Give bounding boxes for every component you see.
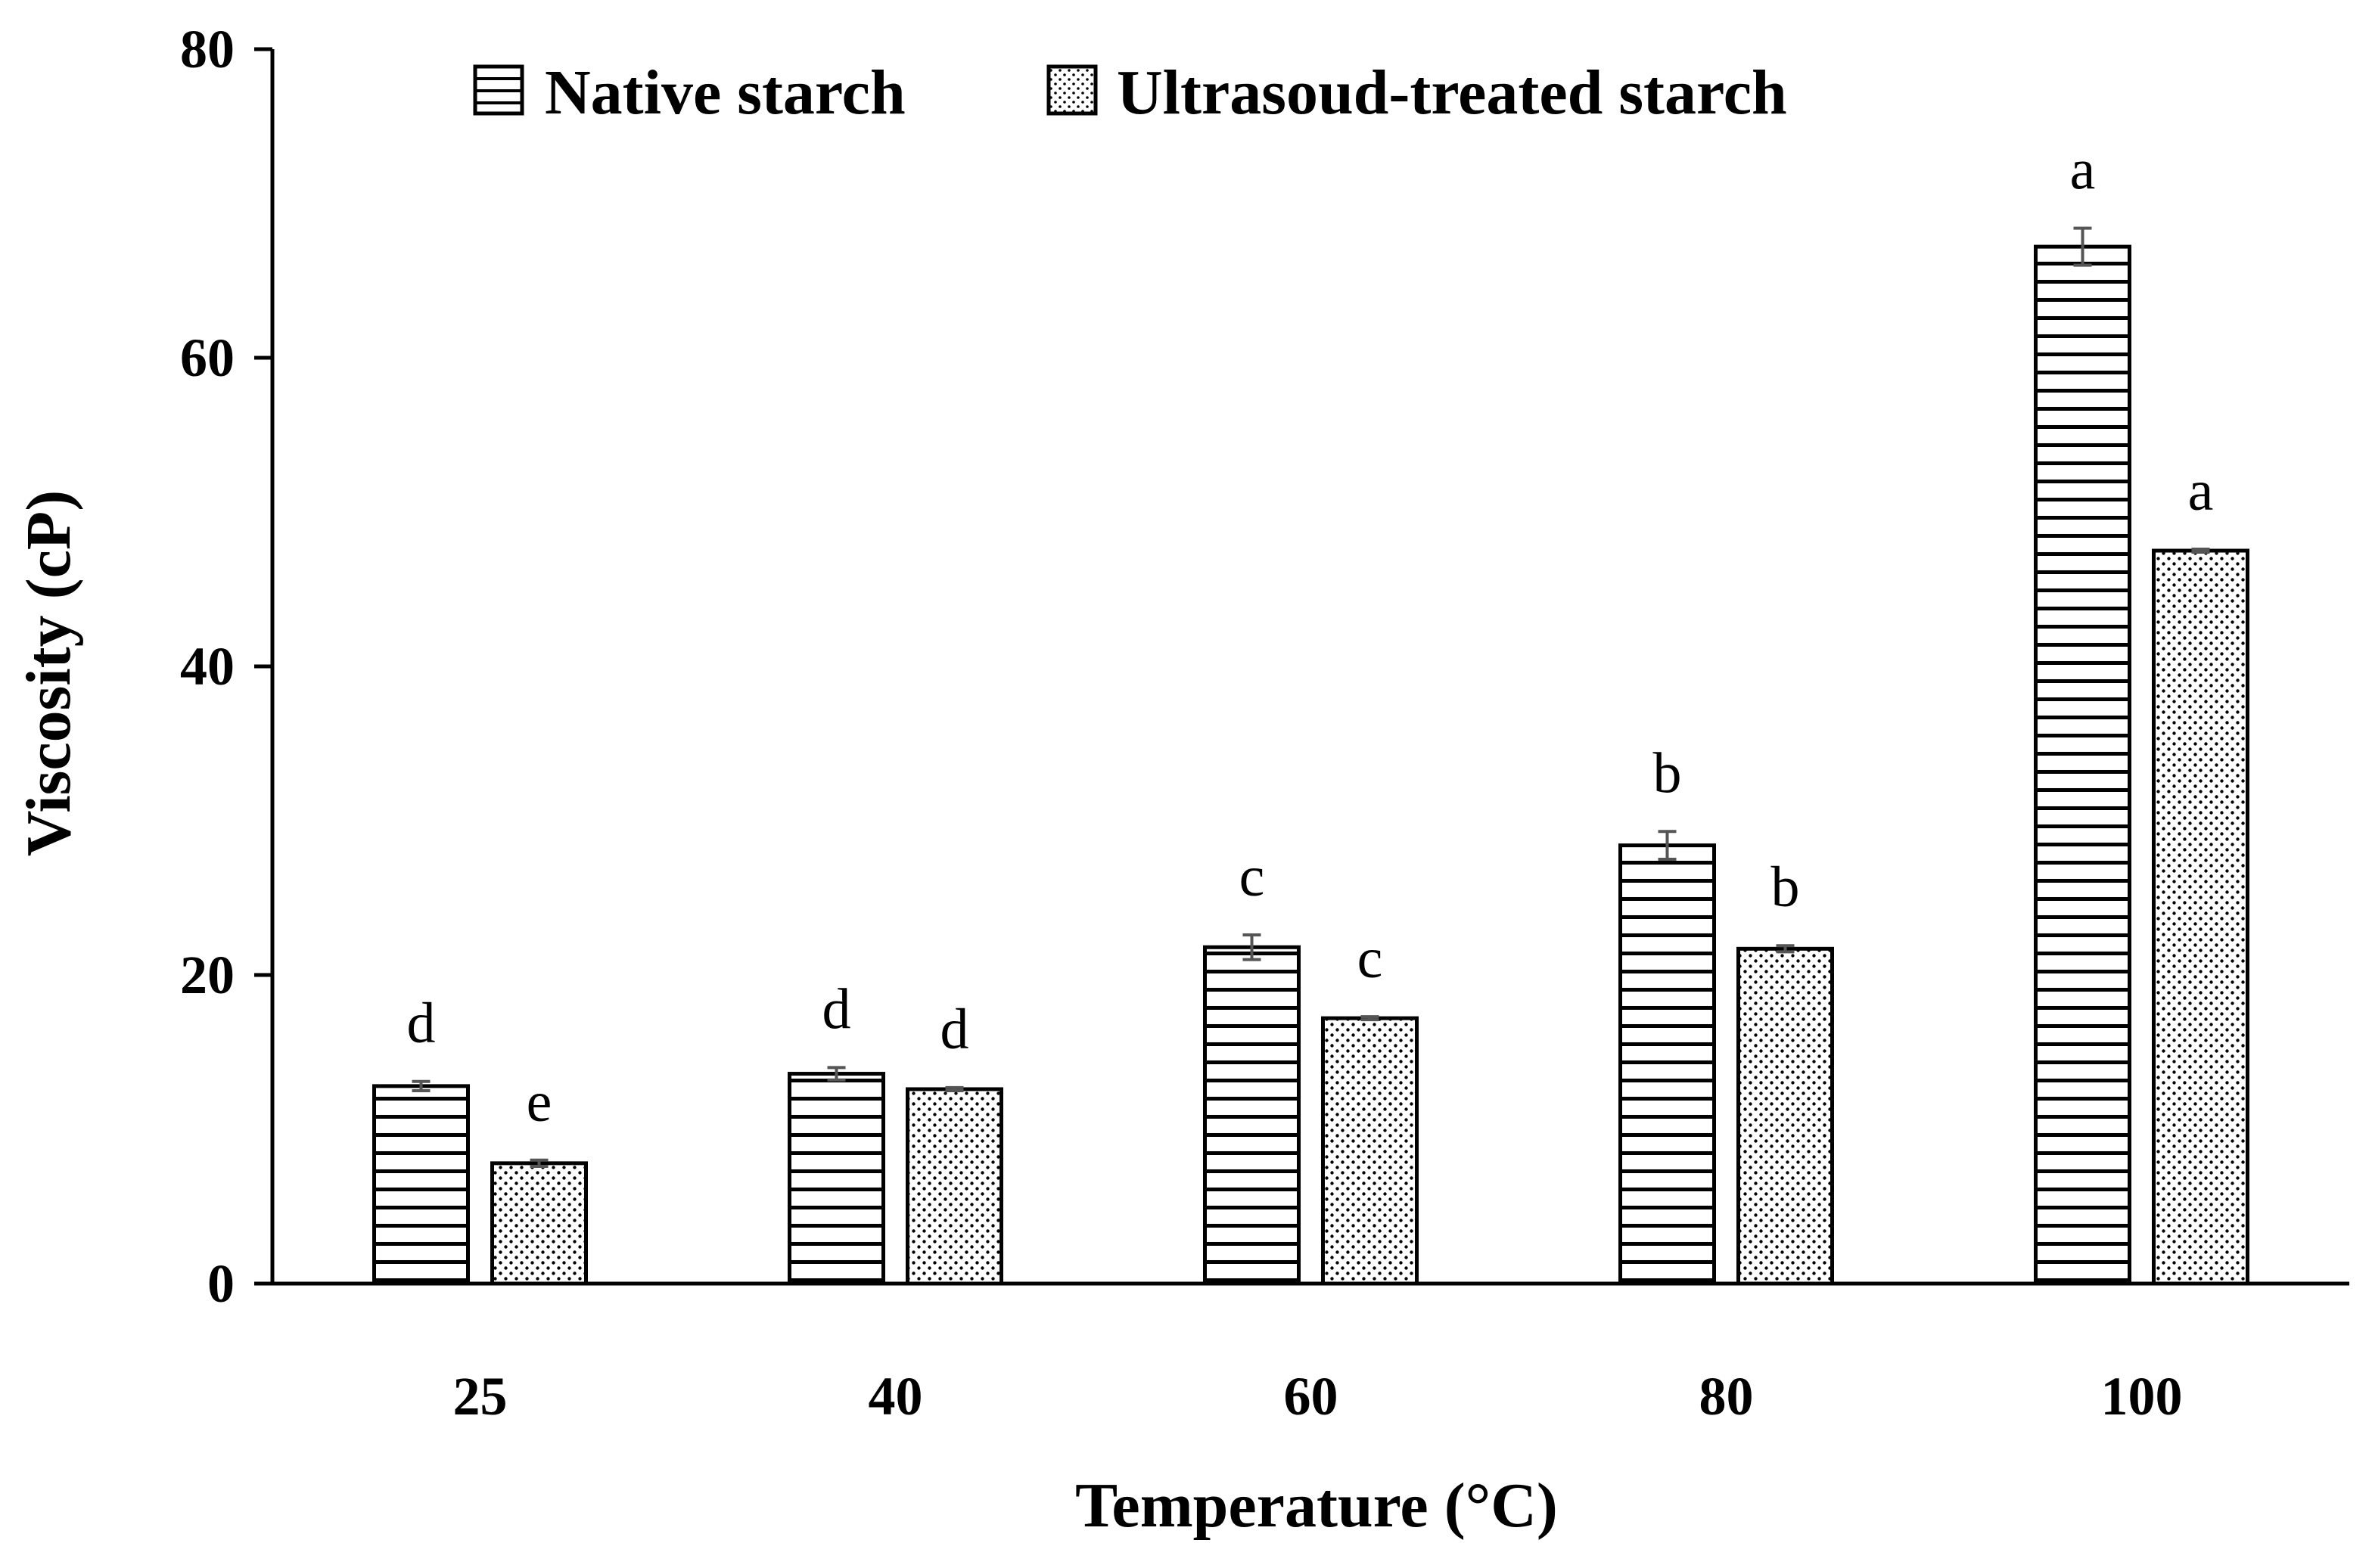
- x-axis-ticks: 25 40 60 80 100: [453, 1366, 2183, 1427]
- y-tick-label: 60: [180, 328, 235, 388]
- legend-label-native: Native starch: [545, 57, 906, 128]
- x-tick-label: 80: [1699, 1366, 1754, 1427]
- bar-group: aa: [2034, 138, 2249, 1286]
- bar-native: [372, 1084, 470, 1286]
- x-tick-label: 25: [453, 1366, 508, 1427]
- legend-label-ultrasound: Ultrasoud-treated starch: [1117, 57, 1787, 128]
- bar-native: [788, 1072, 885, 1286]
- x-tick-label: 100: [2101, 1366, 2183, 1427]
- significance-label: d: [407, 992, 436, 1055]
- y-axis-title: Viscosity (cP): [14, 490, 84, 856]
- significance-label: d: [940, 998, 969, 1061]
- significance-label: c: [1357, 927, 1383, 990]
- legend: Native starch Ultrasoud-treated starch: [473, 57, 1787, 128]
- significance-label: a: [2070, 138, 2096, 202]
- bar-ultrasound: [2152, 548, 2249, 1286]
- significance-label: c: [1239, 845, 1265, 908]
- significance-label: e: [527, 1070, 552, 1134]
- bar-ultrasound: [1736, 946, 1834, 1286]
- bar-native: [1618, 843, 1716, 1286]
- significance-label: b: [1771, 855, 1800, 919]
- x-tick-label: 60: [1284, 1366, 1338, 1427]
- y-axis-ticks: 0 20 40 60 80: [180, 19, 272, 1314]
- bar-group: de: [372, 992, 588, 1286]
- y-tick-label: 0: [207, 1253, 235, 1314]
- bar-native: [1203, 945, 1301, 1286]
- bar-group: cc: [1203, 845, 1419, 1286]
- bar-native: [2034, 244, 2131, 1286]
- bar-ultrasound: [906, 1087, 1003, 1286]
- x-axis-title: Temperature (°C): [1075, 1470, 1558, 1541]
- bar-group: bb: [1618, 741, 1834, 1286]
- significance-label: d: [822, 977, 851, 1041]
- legend-swatch-native: [473, 64, 524, 116]
- significance-label: a: [2188, 459, 2214, 523]
- bar-ultrasound: [1321, 1016, 1419, 1286]
- x-tick-label: 40: [869, 1366, 923, 1427]
- significance-label: b: [1653, 741, 1682, 805]
- y-tick-label: 80: [180, 19, 235, 79]
- bar-ultrasound: [490, 1161, 588, 1286]
- legend-swatch-ultrasound: [1046, 64, 1098, 116]
- y-tick-label: 40: [180, 636, 235, 697]
- y-tick-label: 20: [180, 945, 235, 1005]
